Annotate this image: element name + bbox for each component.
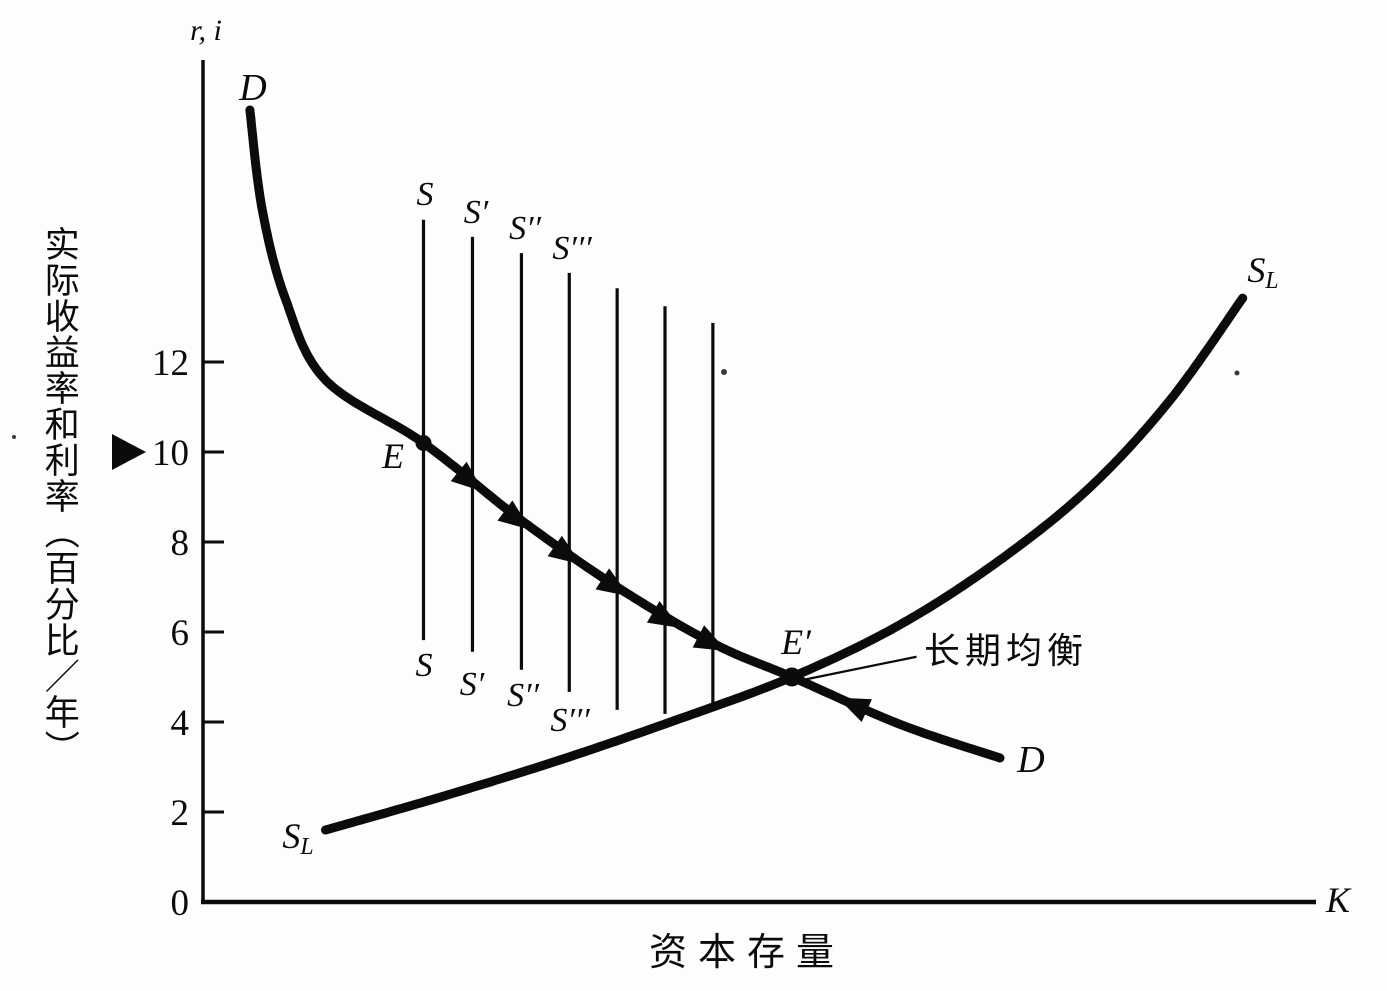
y-tick-label: 8 [171, 523, 190, 564]
y-axis-title: 实际收益率和利率（百分比／年） [39, 226, 79, 766]
equilibrium-dot-E [415, 435, 432, 451]
adjustment-arrow-forward [692, 625, 727, 651]
sr-label-top-S1: S′ [463, 194, 489, 231]
x-axis-title: 资本存量 [648, 932, 846, 974]
adjustment-arrow-backward [837, 697, 872, 722]
adjustment-arrow-forward [646, 601, 681, 628]
scan-speck [1234, 370, 1240, 376]
equilibrium-points [415, 435, 802, 687]
axis-marker-triangle [112, 434, 146, 470]
sl-sub: L [1265, 267, 1279, 294]
sr-label-bottom-S3: S′′′ [550, 702, 590, 739]
adjustment-arrow-forward [497, 500, 531, 530]
y-tick-label: 0 [171, 883, 190, 924]
adjustment-arrow-forward [450, 461, 484, 492]
demand-label-top: D [239, 67, 267, 109]
sl-main: S [1247, 250, 1266, 290]
y-axis-symbol: r, i [190, 14, 222, 47]
adjustment-arrow-forward [547, 535, 581, 565]
adjustment-arrows [450, 461, 872, 722]
long-run-capital-supply-curve [321, 293, 1248, 835]
y-tick-label: 2 [171, 793, 190, 834]
y-tick-label: 12 [152, 343, 189, 384]
annotation-leader-line [806, 655, 917, 681]
point-E-label: E [382, 436, 404, 476]
long-run-supply-label-bottom: SL [282, 816, 313, 859]
sr-label-bottom-S2: S′′ [507, 677, 539, 714]
sr-label-top-S2: S′′ [509, 210, 541, 247]
axes: 0 2 4 6 8 10 12 [112, 60, 1316, 924]
y-tick-label: 4 [171, 703, 190, 744]
adjustment-arrow-forward [595, 568, 630, 597]
scan-speck [721, 369, 727, 375]
sl-main: S [282, 816, 301, 856]
sr-label-bottom-S: S [415, 647, 433, 684]
capital-demand-curve [245, 105, 1005, 763]
y-tick-label: 6 [171, 613, 190, 654]
demand-label-bottom: D [1017, 739, 1045, 781]
long-run-supply-label-top: SL [1247, 250, 1278, 293]
sl-sub: L [300, 833, 314, 860]
sr-label-bottom-S1: S′ [459, 666, 485, 703]
x-axis-symbol: K [1325, 880, 1351, 920]
scan-speck [12, 435, 16, 439]
annotation-graphics [12, 369, 1240, 681]
long-run-equilibrium-note: 长期均衡 [923, 631, 1089, 671]
sr-label-top-S3: S′′′ [552, 230, 592, 267]
y-tick-label: 10 [152, 433, 189, 474]
sr-label-top-S: S [416, 176, 434, 213]
short-run-supply-lines [421, 219, 715, 714]
equilibrium-dot-E-prime [782, 667, 802, 687]
point-E-prime-label: E′ [781, 622, 811, 662]
